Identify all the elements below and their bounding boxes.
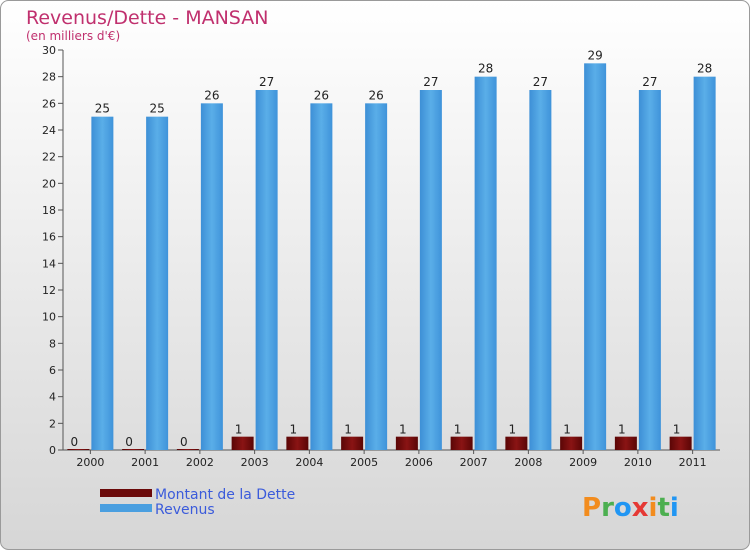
data-label-dette: 1 (235, 423, 243, 437)
legend-label-dette: Montant de la Dette (155, 487, 295, 503)
bar-dette (122, 449, 145, 450)
bar-revenus (310, 103, 333, 450)
data-label-dette: 1 (673, 423, 681, 437)
bar-revenus (365, 103, 388, 450)
x-tick-label: 2000 (76, 456, 104, 469)
data-label-revenus: 27 (533, 75, 548, 89)
x-tick-label: 2001 (131, 456, 159, 469)
bar-revenus (200, 103, 223, 450)
y-tick-label: 12 (42, 284, 56, 297)
y-tick-label: 4 (49, 391, 56, 404)
bar-dette (67, 449, 90, 450)
data-label-revenus: 26 (314, 88, 329, 102)
legend-label-revenus: Revenus (155, 502, 215, 518)
bar-revenus (146, 116, 169, 451)
y-tick-label: 6 (49, 364, 56, 377)
data-label-dette: 1 (563, 423, 571, 437)
y-tick-label: 2 (49, 417, 56, 430)
data-label-revenus: 27 (423, 75, 438, 89)
x-tick-label: 2002 (186, 456, 214, 469)
y-tick-label: 18 (42, 204, 56, 217)
x-axis: 2000 2001 2002 2003 2004 2005 2006 2007 2008 2009… (63, 449, 720, 469)
y-tick-label: 28 (42, 71, 56, 84)
data-label-dette: 1 (454, 423, 462, 437)
data-label-revenus: 27 (259, 75, 274, 89)
y-tick-label: 24 (42, 124, 56, 137)
chart-subtitle: (en milliers d'€) (26, 29, 120, 43)
data-label-revenus: 29 (587, 48, 602, 62)
bar-dette (505, 436, 528, 450)
x-tick-label: 2004 (295, 456, 323, 469)
x-tick-label: 2006 (405, 456, 433, 469)
bar-revenus (529, 90, 552, 450)
bar-revenus (91, 116, 114, 451)
bar-dette (669, 436, 692, 450)
data-label-revenus: 25 (95, 102, 110, 116)
x-tick-label: 2007 (460, 456, 488, 469)
data-label-revenus: 28 (478, 62, 493, 76)
bar-dette (395, 436, 418, 450)
data-label-dette: 1 (399, 423, 407, 437)
bar-revenus (584, 63, 607, 450)
x-tick-label: 2005 (350, 456, 378, 469)
y-tick-label: 16 (42, 231, 56, 244)
data-label-revenus: 28 (697, 62, 712, 76)
data-label-dette: 0 (125, 435, 133, 449)
legend: Montant de la Dette Revenus (100, 487, 295, 518)
bar-dette (341, 436, 364, 450)
y-tick-label: 30 (42, 44, 56, 57)
y-tick-label: 14 (42, 257, 56, 270)
data-label-dette: 1 (509, 423, 517, 437)
legend-swatch-revenus (100, 504, 152, 512)
y-tick-label: 20 (42, 177, 56, 190)
chart-title: Revenus/Dette - MANSAN (26, 7, 268, 29)
y-tick-label: 8 (49, 337, 56, 350)
x-tick-label: 2010 (624, 456, 652, 469)
bar-revenus (638, 90, 661, 450)
bar-dette (450, 436, 473, 450)
data-label-dette: 1 (618, 423, 626, 437)
x-tick-label: 2011 (679, 456, 707, 469)
legend-swatch-dette (100, 489, 152, 497)
x-tick-label: 2009 (569, 456, 597, 469)
svg-text:Proxiti: Proxiti (582, 493, 679, 523)
x-tick-label: 2003 (241, 456, 269, 469)
data-label-dette: 1 (290, 423, 298, 437)
data-label-revenus: 26 (368, 88, 383, 102)
bar-dette (176, 449, 199, 450)
y-tick-label: 10 (42, 311, 56, 324)
data-label-revenus: 27 (642, 75, 657, 89)
y-tick-label: 0 (49, 444, 56, 457)
data-labels-layer: 0 25 0 25 0 26 1 27 1 26 1 26 1 27 1 28 1 27 1 29 1 27 1 28 (71, 48, 713, 449)
bar-dette (614, 436, 637, 450)
bar-revenus (693, 76, 716, 451)
y-tick-label: 22 (42, 151, 56, 164)
bar-dette (286, 436, 309, 450)
bar-revenus (474, 76, 497, 451)
bar-dette (231, 436, 254, 450)
proxiti-logo: Proxiti (582, 493, 679, 523)
bar-revenus (419, 90, 442, 450)
bar-revenus (255, 90, 278, 450)
data-label-revenus: 25 (149, 102, 164, 116)
x-tick-label: 2008 (514, 456, 542, 469)
data-label-dette: 1 (344, 423, 352, 437)
bars-layer (67, 63, 716, 451)
y-tick-label: 26 (42, 97, 56, 110)
data-label-dette: 0 (180, 435, 188, 449)
bar-dette (560, 436, 583, 450)
data-label-revenus: 26 (204, 88, 219, 102)
data-label-dette: 0 (71, 435, 79, 449)
